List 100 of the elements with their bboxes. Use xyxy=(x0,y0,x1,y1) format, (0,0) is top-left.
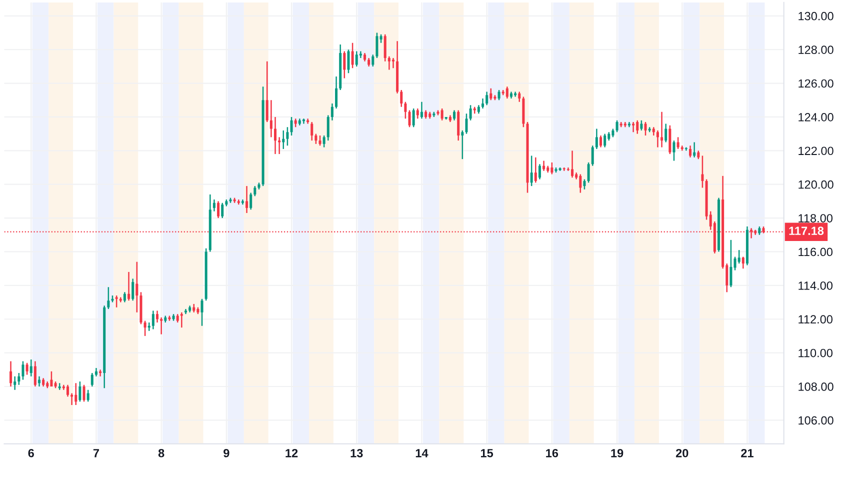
candlestick xyxy=(416,108,419,120)
y-tick-label: 124.00 xyxy=(798,113,834,122)
candlestick xyxy=(18,372,20,386)
candlestick xyxy=(550,162,554,175)
candlestick xyxy=(330,102,334,121)
candlestick xyxy=(343,50,346,79)
x-tick-label: 20 xyxy=(676,448,688,458)
candlestick xyxy=(250,192,252,210)
candlestick xyxy=(34,360,36,388)
x-tick-label: 14 xyxy=(416,449,428,458)
candlestick xyxy=(591,144,594,166)
candlestick xyxy=(465,112,468,134)
candlestick xyxy=(688,144,692,158)
x-tick-label: 19 xyxy=(611,448,624,458)
candlestick xyxy=(644,121,647,136)
candlestick xyxy=(246,185,248,214)
x-tick-label: 21 xyxy=(741,448,754,458)
x-tick-label: 15 xyxy=(480,449,494,458)
candlestick xyxy=(50,370,53,388)
candlestick xyxy=(412,108,415,128)
candlestick xyxy=(107,286,110,310)
candlestick xyxy=(486,91,488,106)
y-tick-label: 128.00 xyxy=(798,46,834,54)
candlestick xyxy=(538,164,541,180)
candlestick xyxy=(453,110,456,121)
x-tick-label: 13 xyxy=(350,448,363,458)
x-tick-label: 7 xyxy=(93,449,99,458)
candlestick xyxy=(384,34,386,62)
candlestick xyxy=(469,104,472,121)
y-tick-label: 110.00 xyxy=(798,348,833,358)
x-tick-label: 9 xyxy=(224,448,230,458)
candlestick xyxy=(457,110,460,142)
candlestick xyxy=(266,60,268,123)
candlestick xyxy=(351,42,354,69)
candlestick xyxy=(595,128,598,150)
candlestick xyxy=(347,48,350,74)
candlestick xyxy=(274,116,277,155)
candlestick xyxy=(90,372,94,388)
candlestick xyxy=(66,384,69,398)
ref-line-label: 117.18 xyxy=(789,226,824,236)
candlestick xyxy=(664,123,668,143)
candlestick xyxy=(322,134,326,148)
x-tick-label: 12 xyxy=(286,448,298,458)
candlestick xyxy=(144,320,146,337)
candlestick xyxy=(152,310,154,330)
candlestick xyxy=(10,360,12,388)
y-tick-label: 114.00 xyxy=(798,281,833,290)
candlestick xyxy=(132,278,134,302)
candlestick xyxy=(587,162,590,184)
candlestick xyxy=(672,140,676,162)
candlestick xyxy=(420,101,423,120)
candlestick xyxy=(128,271,130,302)
candlestick xyxy=(310,121,314,142)
y-tick-label: 112.00 xyxy=(798,315,833,324)
candlestick xyxy=(481,98,484,110)
x-tick-label: 16 xyxy=(546,448,558,458)
y-tick-label: 126.00 xyxy=(798,79,834,88)
candlestick xyxy=(616,120,618,133)
candlestick xyxy=(270,100,272,138)
candlestick xyxy=(136,261,138,314)
candlestick xyxy=(640,120,643,132)
candlestick xyxy=(738,249,740,264)
candlestick xyxy=(217,200,220,219)
candlestick xyxy=(701,155,704,188)
candlestick xyxy=(734,256,736,271)
y-tick-label: 118.00 xyxy=(798,214,833,222)
candlestick xyxy=(14,376,16,390)
candlestick xyxy=(604,133,606,148)
candlestick xyxy=(742,256,744,270)
candlestick xyxy=(221,202,224,219)
candlestick xyxy=(632,121,635,133)
candlestick xyxy=(461,130,464,160)
candlestick xyxy=(388,56,390,70)
y-tick-label: 106.00 xyxy=(798,416,834,425)
candlestick xyxy=(660,111,664,148)
candlestick xyxy=(372,54,374,68)
candlestick xyxy=(656,130,659,148)
candlestick xyxy=(82,384,86,402)
candlestick xyxy=(668,124,672,155)
y-tick-label: 130.00 xyxy=(798,12,834,20)
candlestick xyxy=(355,50,358,68)
candlestick xyxy=(534,156,537,184)
candlestick xyxy=(376,32,378,59)
candlestick xyxy=(74,382,78,406)
candlestick xyxy=(400,89,403,108)
y-tick-label: 116.00 xyxy=(798,248,833,256)
candlestick xyxy=(78,380,82,402)
candlestick xyxy=(318,134,322,146)
candlestick xyxy=(518,91,521,102)
candlestick xyxy=(254,185,256,197)
candlestick xyxy=(583,178,586,190)
candlestick xyxy=(290,116,293,136)
candlestick xyxy=(200,298,204,326)
candlestick xyxy=(408,110,411,128)
x-tick-label: 6 xyxy=(28,448,34,458)
candlestick xyxy=(440,108,444,121)
candlestick xyxy=(26,362,28,376)
candlestick xyxy=(314,133,318,145)
candlestick xyxy=(335,76,338,110)
candlestick xyxy=(160,316,163,335)
